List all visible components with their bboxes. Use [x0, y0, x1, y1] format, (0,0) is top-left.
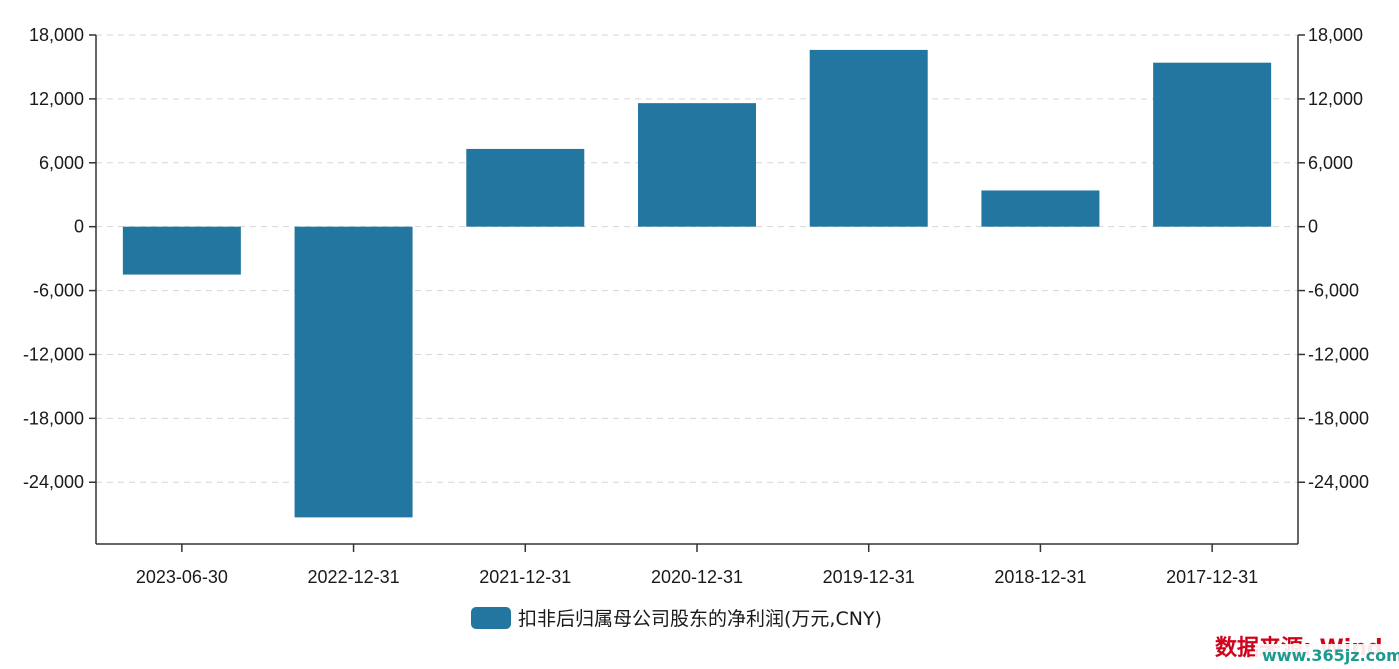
- x-tick-label: 2020-12-31: [651, 567, 743, 587]
- bars: [122, 49, 1272, 518]
- y-axis-right-ticks: 18,000 12,000 6,000 0 -6,000 -12,000 -18,000 -2…: [1298, 25, 1369, 492]
- y-tick-label-left: -6,000: [33, 281, 84, 301]
- y-tick-label-left: -12,000: [23, 344, 84, 364]
- bar: [294, 226, 413, 518]
- y-tick-label-right: -6,000: [1308, 281, 1359, 301]
- x-axis-ticks: 2023-06-30 2022-12-31 2021-12-31 2020-12-31…: [136, 544, 1258, 587]
- bar: [122, 226, 241, 275]
- y-tick-label-right: -24,000: [1308, 472, 1369, 492]
- bar: [809, 49, 928, 227]
- y-tick-label-left: 18,000: [29, 25, 84, 45]
- watermark-text: www.365jz.com: [1262, 646, 1399, 665]
- x-tick-label: 2017-12-31: [1166, 567, 1258, 587]
- bar: [466, 148, 585, 227]
- legend-swatch: [471, 607, 511, 629]
- y-tick-label-left: 12,000: [29, 89, 84, 109]
- x-tick-label: 2019-12-31: [823, 567, 915, 587]
- y-tick-label-left: 0: [74, 217, 84, 237]
- y-axis-left-ticks: 18,000 12,000 6,000 0 -6,000 -12,000 -18,000 -2…: [23, 25, 96, 492]
- watermark-background: [1255, 644, 1395, 666]
- bar: [981, 190, 1100, 227]
- bar: [638, 103, 756, 227]
- y-tick-label-right: 18,000: [1308, 25, 1363, 45]
- y-tick-label-left: 6,000: [39, 153, 84, 173]
- x-tick-label: 2021-12-31: [479, 567, 571, 587]
- gridlines: [96, 34, 1298, 483]
- y-tick-label-right: 0: [1308, 217, 1318, 237]
- bar: [1153, 62, 1272, 227]
- x-tick-label: 2018-12-31: [994, 567, 1086, 587]
- x-tick-label: 2022-12-31: [308, 567, 400, 587]
- legend: 扣非后归属母公司股东的净利润(万元,CNY): [471, 607, 882, 630]
- y-tick-label-right: 6,000: [1308, 153, 1353, 173]
- x-tick-label: 2023-06-30: [136, 567, 228, 587]
- y-tick-label-right: 12,000: [1308, 89, 1363, 109]
- y-tick-label-right: -18,000: [1308, 408, 1369, 428]
- legend-label: 扣非后归属母公司股东的净利润(万元,CNY): [518, 608, 882, 630]
- y-tick-label-right: -12,000: [1308, 344, 1369, 364]
- y-tick-label-left: -18,000: [23, 408, 84, 428]
- y-tick-label-left: -24,000: [23, 472, 84, 492]
